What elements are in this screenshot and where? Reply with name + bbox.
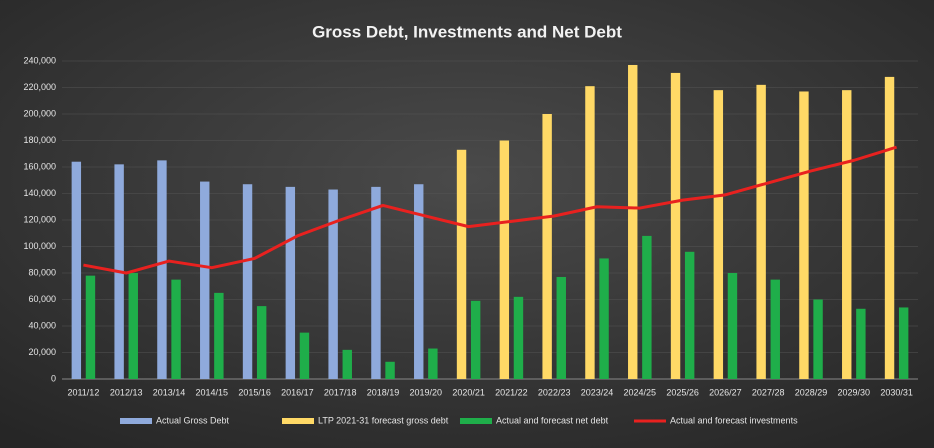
bar [756, 84, 766, 379]
bar [71, 161, 82, 379]
bar [200, 181, 210, 379]
legend-label: Actual Gross Debt [156, 415, 230, 425]
y-tick-label: 220,000 [23, 82, 56, 92]
bar [898, 307, 909, 379]
bar [642, 235, 652, 379]
bar [513, 296, 524, 379]
y-tick-label: 160,000 [23, 161, 56, 171]
bar [770, 279, 780, 379]
bar [499, 140, 510, 379]
bar [299, 332, 310, 379]
y-tick-label: 100,000 [23, 241, 56, 251]
bar [414, 184, 424, 379]
bar [428, 348, 438, 379]
bar [342, 349, 352, 379]
x-tick-label: 2011/12 [67, 387, 99, 397]
bar [214, 292, 224, 379]
x-tick-label: 2022/23 [538, 387, 571, 397]
x-tick-label: 2021/22 [495, 387, 528, 397]
bar [713, 90, 724, 380]
x-tick-label: 2026/27 [709, 387, 742, 397]
line [83, 145, 898, 275]
y-tick-label: 180,000 [23, 135, 56, 145]
x-tick-label: 2016/17 [281, 387, 314, 397]
bar [842, 90, 852, 380]
legend-label: LTP 2021-31 forecast gross debt [318, 415, 449, 425]
x-tick-label: 2027/28 [752, 387, 785, 397]
bar [85, 275, 96, 379]
x-tick-label: 2018/19 [367, 387, 400, 397]
y-tick-label: 60,000 [28, 294, 56, 304]
bar [470, 300, 481, 379]
bar [285, 186, 296, 379]
x-tick-label: 2017/18 [324, 387, 357, 397]
bar [599, 258, 609, 379]
y-tick-label: 0 [51, 373, 56, 383]
legend-label: Actual and forecast net debt [496, 415, 609, 425]
bar [556, 276, 566, 379]
chart-title: Gross Debt, Investments and Net Debt [312, 22, 622, 41]
bar [670, 72, 681, 380]
bar [799, 91, 809, 379]
legend-swatch [282, 418, 314, 424]
x-tick-label: 2025/26 [666, 387, 699, 397]
bar [628, 64, 638, 379]
bar [385, 361, 395, 379]
bar [242, 184, 253, 379]
x-tick-label: 2012/13 [110, 387, 143, 397]
y-tick-label: 80,000 [28, 267, 56, 277]
legend-swatch [120, 418, 152, 424]
x-tick-label: 2023/24 [581, 387, 614, 397]
x-tick-label: 2015/16 [238, 387, 271, 397]
x-tick-label: 2019/20 [410, 387, 443, 397]
legend-swatch [460, 418, 492, 424]
x-tick-label: 2029/30 [838, 387, 871, 397]
bar [171, 279, 181, 379]
bar [884, 76, 895, 380]
bar [328, 189, 338, 379]
bar [128, 273, 138, 379]
x-tick-label: 2028/29 [795, 387, 828, 397]
bar [256, 306, 267, 379]
bar [585, 86, 595, 380]
x-tick-label: 2020/21 [452, 387, 485, 397]
bar [684, 251, 695, 379]
bar [371, 186, 381, 379]
bar [157, 160, 167, 379]
x-tick-label: 2013/14 [153, 387, 186, 397]
y-tick-label: 120,000 [23, 214, 56, 224]
bar [727, 273, 738, 379]
y-tick-label: 40,000 [28, 320, 56, 330]
x-tick-label: 2014/15 [196, 387, 229, 397]
y-tick-label: 140,000 [23, 188, 56, 198]
x-tick-label: 2024/25 [624, 387, 657, 397]
legend-label: Actual and forecast investments [670, 415, 798, 425]
bar [856, 308, 866, 379]
bar [456, 149, 467, 379]
y-tick-label: 200,000 [23, 108, 56, 118]
bar [813, 299, 823, 379]
bar [542, 114, 552, 379]
y-tick-label: 20,000 [28, 347, 56, 357]
y-tick-label: 240,000 [23, 55, 56, 65]
x-tick-label: 2030/31 [880, 387, 913, 397]
